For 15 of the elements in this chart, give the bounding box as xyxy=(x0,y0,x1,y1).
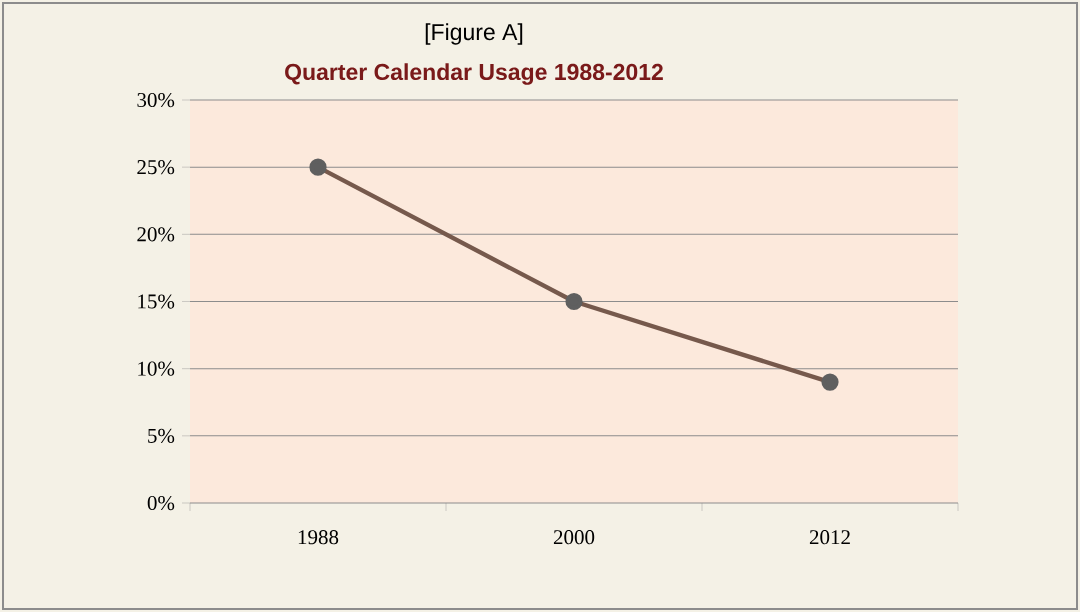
chart-title: Quarter Calendar Usage 1988-2012 xyxy=(285,63,663,85)
y-tick-label: 15% xyxy=(138,294,175,309)
point xyxy=(309,158,327,176)
y-tick-label: 30% xyxy=(137,92,175,108)
y-tick-label: 25% xyxy=(137,160,175,175)
y-tick-label: 20% xyxy=(137,227,175,242)
x-tick-label: 2000 xyxy=(553,530,595,545)
y-tick-label: 5% xyxy=(148,428,175,443)
x-tick-label: 1988 xyxy=(298,530,339,545)
point xyxy=(821,373,839,391)
y-tick-label: 0% xyxy=(147,495,175,511)
y-tick-label: 10% xyxy=(138,361,175,376)
x-tick-label: 2012 xyxy=(809,530,850,545)
point xyxy=(565,292,583,311)
text: [Figure A] xyxy=(425,23,523,45)
